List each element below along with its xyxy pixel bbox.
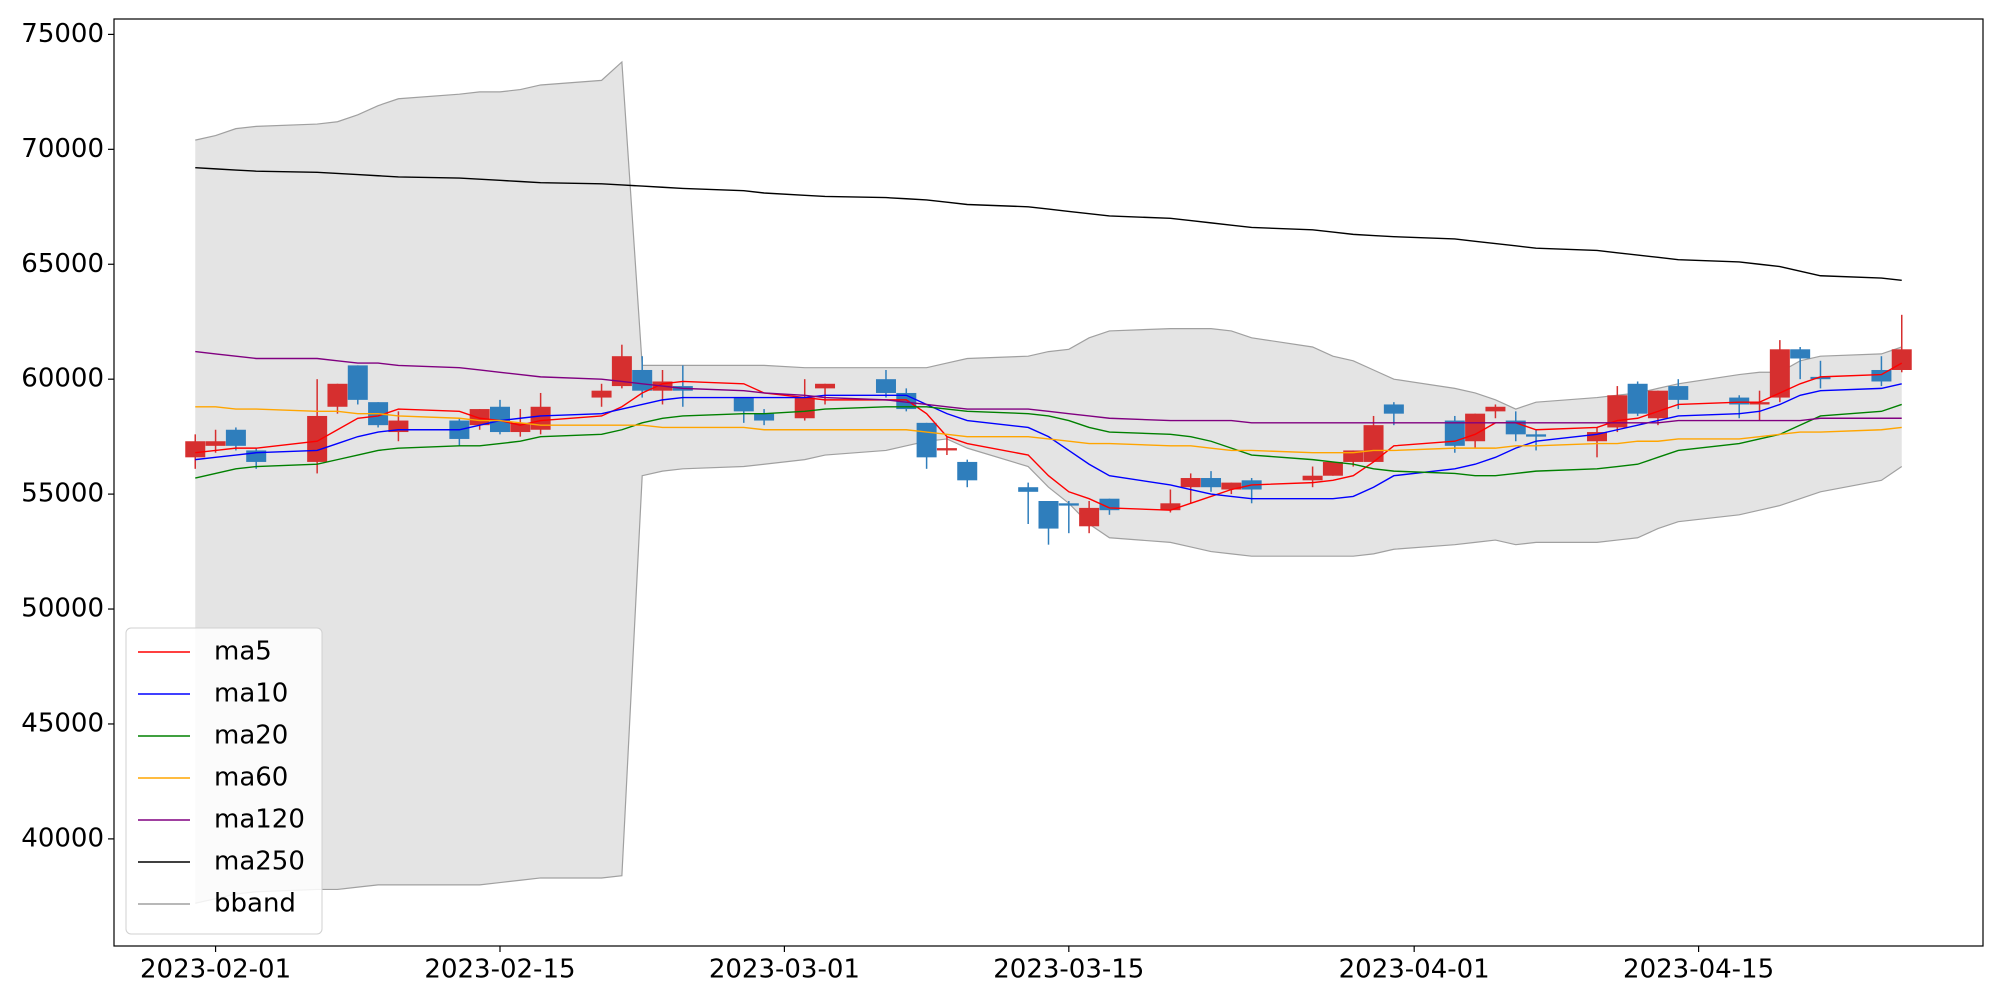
candle-body	[1526, 434, 1547, 437]
candle-body	[815, 383, 836, 389]
y-tick-label: 65000	[21, 249, 104, 279]
candle-body	[957, 461, 978, 481]
ma-line	[195, 167, 1902, 282]
candle-body	[1647, 390, 1668, 419]
ma-line	[195, 406, 1902, 454]
y-tick-label: 40000	[21, 823, 104, 853]
candle-body	[225, 429, 246, 446]
candle-body	[875, 379, 896, 393]
y-tick-label: 50000	[21, 594, 104, 624]
y-tick-label: 55000	[21, 479, 104, 509]
candle-body	[530, 406, 551, 430]
candle-body	[347, 365, 368, 400]
x-tick-label: 2023-03-01	[709, 955, 860, 985]
candle-body	[754, 413, 775, 421]
y-tick-label: 45000	[21, 708, 104, 738]
axes-frame	[113, 18, 1984, 947]
plot-area	[185, 60, 1912, 904]
candle-body	[1871, 369, 1892, 382]
candle-body	[1790, 349, 1811, 359]
candle-body	[205, 441, 226, 446]
x-tick-label: 2023-02-15	[424, 955, 575, 985]
candle-body	[611, 356, 632, 387]
candle-body	[327, 383, 348, 407]
candle-body	[1302, 475, 1323, 481]
x-tick-label: 2023-04-15	[1623, 955, 1774, 985]
legend-box	[125, 627, 323, 935]
candle-body	[1587, 432, 1608, 442]
candle-body	[1668, 386, 1689, 400]
bband-lower	[195, 438, 1903, 904]
candle-body	[185, 441, 206, 458]
candle-body	[1160, 503, 1181, 511]
candle-body	[1465, 413, 1486, 442]
legend-label: ma5	[214, 637, 272, 667]
candle-body	[1058, 503, 1079, 506]
candle-body	[1343, 450, 1364, 462]
x-tick-label: 2023-02-01	[140, 955, 291, 985]
candle-body	[1769, 349, 1790, 398]
candle-body	[1383, 404, 1404, 414]
legend-label: ma60	[214, 763, 288, 793]
legend-label: bband	[214, 889, 296, 919]
bband-upper	[195, 60, 1902, 410]
candle-body	[1018, 487, 1039, 492]
x-tick-label: 2023-04-01	[1339, 955, 1490, 985]
bband-fill	[195, 61, 1902, 904]
ma-line	[195, 350, 1902, 424]
candle-body	[1485, 406, 1506, 412]
candle-body	[307, 415, 328, 462]
candle-body	[246, 450, 267, 462]
ma-line	[195, 362, 1903, 511]
candle-body	[1363, 425, 1384, 462]
legend-label: ma10	[214, 679, 288, 709]
y-tick-label: 60000	[21, 364, 104, 394]
legend: ma5 ma10 ma20 ma60 ma120 ma250 bband	[125, 627, 323, 935]
candle-body	[1749, 402, 1770, 405]
candle-body	[1038, 501, 1059, 529]
candle-body	[733, 397, 754, 412]
candle-body	[1322, 461, 1343, 476]
candle-body	[1891, 349, 1912, 370]
candle-body	[388, 420, 409, 433]
legend-label: ma120	[214, 805, 305, 835]
candle-body	[936, 448, 957, 451]
candle-body	[510, 422, 531, 433]
candle-body	[1201, 478, 1222, 488]
candle-body	[1099, 498, 1120, 511]
ma-line	[195, 403, 1902, 479]
candle-body	[489, 406, 510, 433]
candle-body	[1810, 376, 1831, 380]
candle-body	[916, 422, 937, 458]
candle-body	[1729, 397, 1750, 405]
y-tick-label: 75000	[21, 19, 104, 49]
candle-body	[632, 369, 653, 391]
candle-body	[1221, 482, 1242, 490]
candle-body	[1627, 383, 1648, 414]
candle-body	[469, 409, 490, 426]
ma-line	[195, 383, 1902, 500]
candle-body	[794, 397, 815, 419]
legend-label: ma20	[214, 721, 288, 751]
y-tick-label: 70000	[21, 134, 104, 164]
candle-body	[1079, 507, 1100, 527]
legend-label: ma250	[214, 847, 305, 877]
candle-body	[591, 390, 612, 398]
candle-body	[1180, 478, 1201, 488]
x-tick-label: 2023-03-15	[993, 955, 1144, 985]
